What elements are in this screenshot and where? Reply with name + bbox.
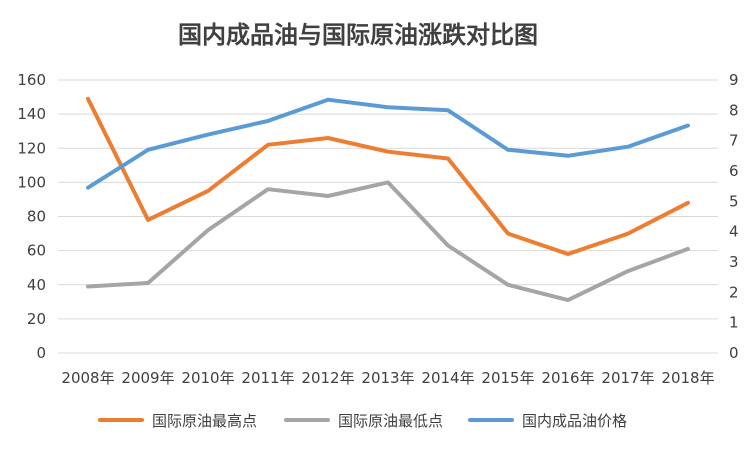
series-line: [86, 97, 690, 190]
x-tick-label: 2010年: [181, 369, 234, 387]
right-tick-label: 8: [729, 101, 739, 119]
right-tick-label: 9: [729, 71, 739, 89]
right-tick-label: 4: [729, 223, 739, 241]
series-line: [86, 96, 690, 256]
x-tick-label: 2008年: [61, 369, 114, 387]
series-line: [86, 180, 690, 303]
x-axis: 2008年 2009年 2010年 2011年 2012年 2013年 2014年 2015年…: [61, 369, 714, 387]
left-tick-label: 100: [17, 173, 46, 191]
left-tick-label: 160: [17, 71, 46, 89]
x-tick-label: 2018年: [661, 369, 714, 387]
left-tick-label: 120: [17, 139, 46, 157]
legend-label: 国际原油最高点: [152, 412, 257, 430]
right-tick-label: 5: [729, 192, 739, 210]
left-tick-label: 80: [27, 208, 46, 226]
legend: 国际原油最高点 国际原油最低点 国内成品油价格: [98, 412, 627, 430]
x-tick-label: 2014年: [421, 369, 474, 387]
right-y-axis: 0 1 2 3 4 5 6 7 8 9: [729, 71, 739, 362]
left-tick-label: 40: [27, 276, 46, 294]
left-y-axis: 0 20 40 60 80 100 120 140 160: [17, 71, 46, 362]
x-tick-label: 2009年: [121, 369, 174, 387]
x-tick-label: 2015年: [481, 369, 534, 387]
right-tick-label: 1: [729, 314, 739, 332]
left-tick-label: 60: [27, 242, 46, 260]
left-tick-label: 0: [36, 344, 46, 362]
x-tick-label: 2016年: [541, 369, 594, 387]
right-tick-label: 7: [729, 132, 739, 150]
right-tick-label: 2: [729, 283, 739, 301]
x-tick-label: 2011年: [241, 369, 294, 387]
legend-label: 国际原油最低点: [338, 412, 443, 430]
left-tick-label: 20: [27, 310, 46, 328]
left-tick-label: 140: [17, 105, 46, 123]
legend-label: 国内成品油价格: [522, 412, 627, 430]
chart-title: 国内成品油与国际原油涨跌对比图: [178, 21, 538, 49]
series-lines: [86, 96, 690, 303]
right-tick-label: 0: [729, 344, 739, 362]
right-tick-label: 6: [729, 162, 739, 180]
right-tick-label: 3: [729, 253, 739, 271]
x-tick-label: 2013年: [361, 369, 414, 387]
x-tick-label: 2017年: [601, 369, 654, 387]
x-tick-label: 2012年: [301, 369, 354, 387]
